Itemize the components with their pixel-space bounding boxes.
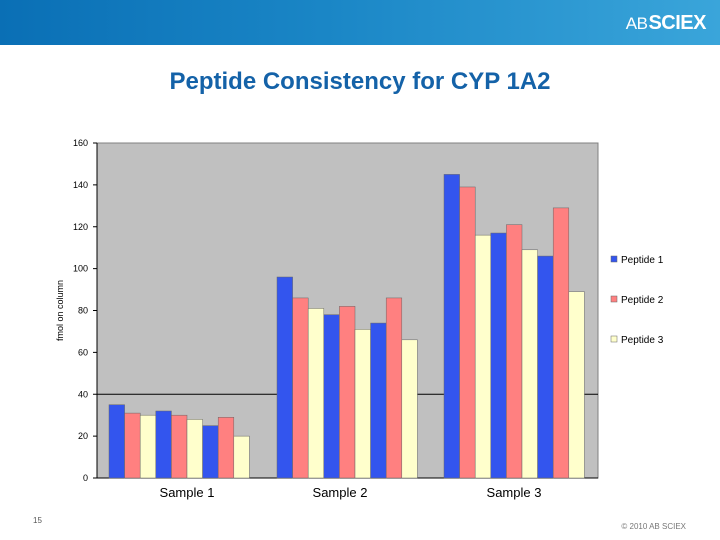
bar-peptide-1 (323, 314, 340, 479)
bar-peptide-3 (474, 234, 492, 479)
legend-swatch (610, 255, 618, 263)
y-tick-label: 20 (78, 431, 88, 441)
bar-peptide-3 (307, 308, 325, 479)
legend-label: Peptide 3 (621, 335, 664, 346)
y-axis-label: fmol on column (55, 280, 65, 341)
legend-swatch (610, 335, 618, 343)
category-label: Sample 3 (487, 485, 542, 500)
bar-peptide-2 (459, 186, 476, 479)
bar-peptide-3 (354, 329, 371, 479)
category-label: Sample 2 (313, 485, 368, 500)
logo-ab: AB (625, 14, 648, 33)
category-label: Sample 1 (160, 485, 215, 500)
bar-peptide-3 (401, 339, 418, 479)
y-tick-label: 160 (73, 138, 88, 148)
ab-sciex-logo: ABSCIEX (625, 12, 707, 35)
bar-peptide-1 (537, 255, 554, 479)
legend-label: Peptide 2 (621, 295, 664, 306)
bar-peptide-2 (217, 417, 235, 479)
page-number: 15 (33, 516, 42, 525)
legend-label: Peptide 1 (621, 255, 664, 266)
y-tick-label: 60 (78, 347, 88, 357)
bar-peptide-2 (124, 412, 141, 479)
bar-peptide-2 (339, 306, 356, 479)
y-tick-label: 0 (83, 473, 88, 483)
y-tick-label: 80 (78, 306, 88, 316)
bar-peptide-3 (521, 249, 538, 479)
bar-peptide-3 (186, 419, 203, 479)
header-bar (0, 0, 720, 45)
logo-sciex: SCIEX (648, 12, 706, 34)
bar-peptide-2 (506, 224, 523, 479)
bar-peptide-1 (155, 410, 172, 479)
bar-peptide-1 (276, 276, 293, 479)
bar-peptide-2 (171, 414, 188, 479)
bar-peptide-1 (108, 404, 125, 479)
legend-swatch (610, 295, 618, 303)
y-tick-label: 40 (78, 389, 88, 399)
bar-peptide-3 (233, 435, 250, 479)
bar-peptide-2 (385, 297, 403, 479)
copyright: © 2010 AB SCIEX (621, 522, 686, 531)
slide-title: Peptide Consistency for CYP 1A2 (169, 68, 551, 95)
bar-peptide-3 (139, 414, 157, 479)
y-tick-label: 100 (73, 264, 88, 274)
bar-peptide-1 (443, 174, 460, 479)
bar-peptide-3 (568, 291, 585, 479)
bar-peptide-1 (370, 322, 387, 479)
y-tick-label: 140 (73, 180, 88, 190)
bar-peptide-2 (292, 297, 309, 479)
bar-peptide-1 (490, 232, 507, 479)
bar-peptide-1 (202, 425, 219, 479)
bar-peptide-2 (552, 207, 570, 479)
y-tick-label: 120 (73, 222, 88, 232)
